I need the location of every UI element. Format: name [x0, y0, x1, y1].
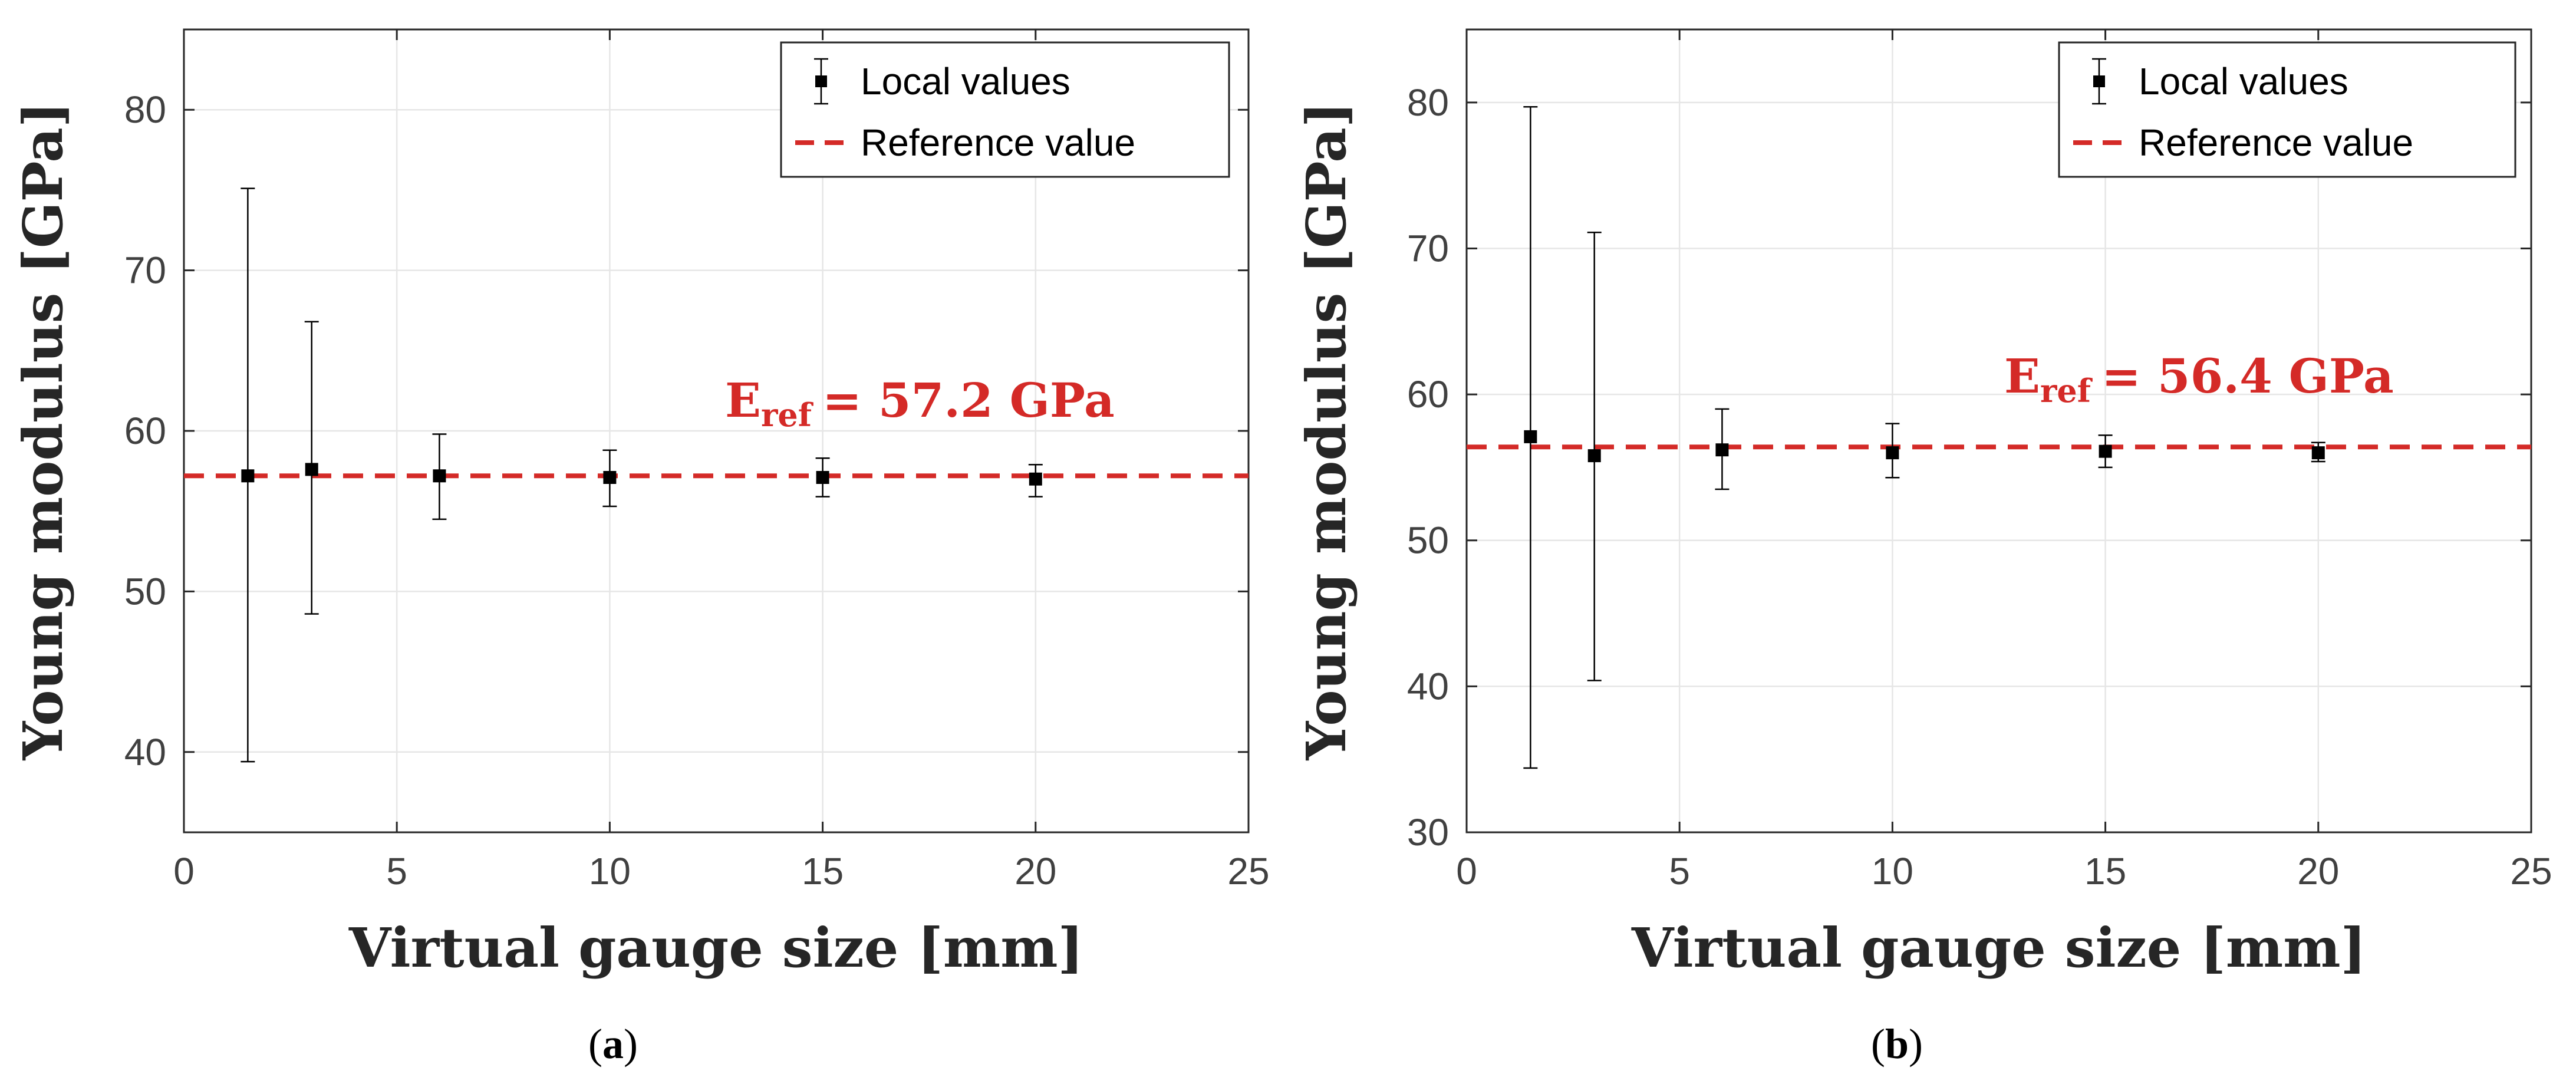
annotation-value: = 57.2 GPa: [822, 373, 1115, 428]
y-axis-label: Young modulus [GPa]: [11, 102, 75, 761]
x-tick-label: 25: [2510, 850, 2552, 892]
y-tick-label: 50: [124, 570, 166, 612]
data-point: [1885, 423, 1900, 479]
x-tick-label: 20: [1014, 850, 1056, 892]
panel-label: (b): [1871, 1020, 1923, 1067]
data-marker: [1587, 449, 1601, 463]
data-point: [1587, 231, 1602, 681]
legend-marker: [2093, 75, 2105, 87]
x-tick-label: 10: [589, 850, 631, 892]
data-point: [602, 449, 617, 508]
x-tick-label: 15: [2084, 850, 2126, 892]
data-marker: [241, 469, 255, 483]
data-marker: [1715, 443, 1729, 457]
chart-panel-a: 0 5 10 15 20 25 40 50 60 70 80 Eref = 57.2 GPa Local …: [11, 28, 1270, 1067]
annotation-symbol: E: [2004, 348, 2040, 404]
x-tick-label: 25: [1227, 850, 1269, 892]
legend: Local values Reference value: [780, 41, 1230, 178]
data-point: [241, 187, 255, 763]
data-marker: [603, 470, 617, 484]
x-tick-label: 15: [802, 850, 844, 892]
annotation-subscript: ref: [761, 396, 814, 434]
panel-label-letter: b: [1885, 1020, 1909, 1067]
data-point: [2098, 434, 2113, 469]
data-marker: [433, 469, 446, 483]
data-marker: [2099, 444, 2112, 458]
legend: Local values Reference value: [2058, 41, 2516, 178]
y-axis-label: Young modulus [GPa]: [1294, 102, 1358, 761]
panel-label-open: (: [588, 1020, 602, 1067]
legend-label-local: Local values: [2139, 60, 2348, 103]
y-tick-label: 70: [1407, 227, 1449, 269]
x-axis-label: Virtual gauge size [mm]: [348, 916, 1083, 980]
data-point: [432, 433, 447, 520]
chart-panel-b: 0 5 10 15 20 25 30 40 50 60 70 80 Eref = 56.4 GPa Loca…: [1294, 28, 2552, 1067]
panel-label-open: (: [1871, 1020, 1885, 1067]
data-marker: [816, 470, 829, 484]
y-tick-label: 70: [124, 249, 166, 292]
annotation-symbol: E: [725, 373, 761, 428]
legend-label-reference: Reference value: [2139, 121, 2413, 164]
legend-box: [780, 41, 1230, 178]
x-tick-label: 20: [2297, 850, 2339, 892]
y-tick-label: 80: [124, 88, 166, 131]
data-marker: [305, 463, 318, 476]
y-tick-label: 60: [1407, 373, 1449, 416]
panel-label-close: ): [1909, 1020, 1923, 1067]
panel-label: (a): [588, 1020, 638, 1067]
x-tick-label: 0: [173, 850, 195, 892]
legend-box: [2058, 41, 2516, 178]
reference-annotation: Eref = 57.2 GPa: [725, 373, 1115, 434]
data-point: [1523, 106, 1538, 769]
legend-label-local: Local values: [861, 60, 1070, 103]
data-point: [304, 321, 319, 615]
data-point: [815, 457, 830, 497]
data-marker: [2311, 446, 2325, 460]
data-marker: [1524, 430, 1537, 443]
data-marker: [1886, 446, 1899, 460]
legend-label-reference: Reference value: [861, 121, 1135, 164]
data-marker: [1029, 472, 1042, 486]
y-tick-label: 60: [124, 410, 166, 452]
x-tick-label: 10: [1872, 850, 1913, 892]
annotation-subscript: ref: [2040, 372, 2093, 410]
axes-box: [1465, 28, 2532, 833]
x-tick-label: 5: [386, 850, 407, 892]
panel-label-close: ): [624, 1020, 638, 1067]
annotation-value: = 56.4 GPa: [2101, 348, 2394, 404]
data-point: [2311, 441, 2325, 463]
y-tick-label: 80: [1407, 81, 1449, 124]
panel-label-letter: a: [602, 1020, 624, 1067]
x-tick-label: 5: [1669, 850, 1690, 892]
reference-annotation: Eref = 56.4 GPa: [2004, 348, 2394, 410]
legend-marker: [815, 75, 827, 87]
data-point: [1715, 408, 1730, 490]
y-tick-label: 50: [1407, 519, 1449, 562]
x-tick-label: 0: [1456, 850, 1477, 892]
y-tick-label: 30: [1407, 811, 1449, 854]
data-point: [1028, 463, 1043, 497]
y-tick-label: 40: [1407, 665, 1449, 707]
y-tick-label: 40: [124, 731, 166, 773]
x-axis-label: Virtual gauge size [mm]: [1631, 916, 2366, 980]
